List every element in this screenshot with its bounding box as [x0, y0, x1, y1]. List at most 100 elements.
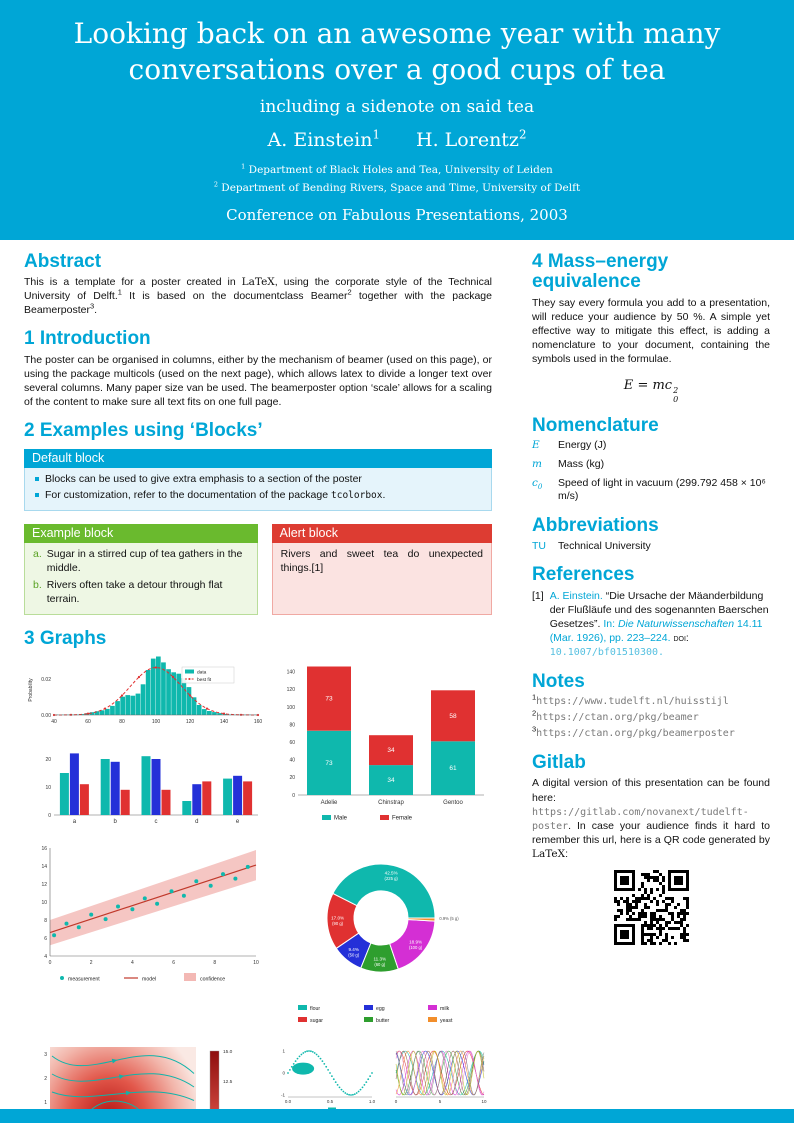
svg-text:5: 5 [439, 1099, 442, 1104]
poster-body: Abstract This is a template for a poster… [0, 240, 794, 1123]
default-block-item-2: For customization, refer to the document… [33, 489, 483, 503]
svg-text:2: 2 [90, 960, 93, 966]
svg-text:17.0%: 17.0% [331, 916, 344, 921]
author-1: A. Einstein1 [267, 127, 380, 151]
nomenclature-heading: Nomenclature [532, 414, 659, 436]
svg-text:egg: egg [376, 1006, 385, 1012]
svg-text:Gentoo: Gentoo [443, 800, 463, 806]
svg-text:measurement: measurement [68, 977, 100, 983]
doi-link[interactable]: 10.1007/bf01510300. [549, 647, 665, 659]
note-url-2[interactable]: https://ctan.org/pkg/beamer [536, 712, 699, 724]
section-notes: Notes 1https://www.tudelft.nl/huisstijl … [532, 670, 770, 741]
note-url-1[interactable]: https://www.tudelft.nl/huisstijl [536, 696, 729, 708]
svg-text:Female: Female [392, 816, 413, 822]
chart-regression: 0 2 4 6 8 10 4 6 8 10 12 14 16 measurement model confid… [24, 842, 264, 1035]
svg-text:0: 0 [395, 1099, 398, 1104]
notes-heading: Notes [532, 670, 585, 692]
chart-stacked-bars: 0 20 40 60 80 100 120 140 73 73 Adelie 34 34 Chinstra… [270, 655, 492, 838]
svg-text:(60 g): (60 g) [374, 962, 386, 967]
note-2: 2https://ctan.org/pkg/beamer [532, 708, 699, 724]
svg-text:120: 120 [287, 688, 296, 694]
svg-text:(50 g): (50 g) [348, 953, 360, 958]
section-abstract: Abstract This is a template for a poster… [24, 251, 493, 318]
svg-text:16: 16 [41, 846, 47, 852]
section-references: References [1] A. Einstein. “Die Ursache… [532, 565, 770, 660]
gitlab-url[interactable]: https://gitlab.com/novanext/tudelft-post… [532, 806, 749, 832]
svg-text:34: 34 [387, 777, 395, 784]
mass-energy-text: They say every formula you add to a pres… [532, 296, 770, 366]
svg-text:14: 14 [41, 864, 47, 870]
svg-text:sugar: sugar [310, 1018, 323, 1024]
nomenclature-row-E: E Energy (J) [532, 439, 607, 452]
svg-text:0.5: 0.5 [327, 1099, 334, 1104]
note-1: 1https://www.tudelft.nl/huisstijl [532, 692, 729, 708]
nomenclature-row-m: m Mass (kg) [532, 458, 605, 471]
svg-text:1: 1 [44, 1100, 47, 1106]
svg-text:140: 140 [220, 719, 229, 725]
svg-text:1.0: 1.0 [369, 1099, 376, 1104]
section-graphs: 3 Graphs 0.00 0.02 40 60 80 100 120 140 160 Proba… [24, 628, 492, 1123]
introduction-heading: 1 Introduction [24, 328, 151, 350]
svg-text:100: 100 [287, 705, 296, 711]
alert-block-text: Rivers and sweet tea do unexpected thing… [271, 543, 492, 615]
svg-text:confidence: confidence [200, 977, 225, 983]
abbreviations-heading: Abbreviations [532, 514, 659, 536]
svg-text:73: 73 [325, 696, 333, 703]
svg-text:60: 60 [85, 719, 91, 725]
authors-line: A. Einstein1 H. Lorentz2 [24, 129, 770, 151]
svg-text:40: 40 [51, 719, 57, 725]
svg-text:9.4%: 9.4% [348, 947, 358, 952]
introduction-text: The poster can be organised in columns, … [24, 354, 492, 409]
svg-text:61: 61 [449, 766, 457, 773]
svg-text:d: d [195, 819, 198, 825]
default-block-item-1: Blocks can be used to give extra emphasi… [33, 473, 483, 487]
gitlab-heading: Gitlab [532, 751, 586, 773]
svg-text:12: 12 [41, 882, 47, 888]
svg-text:model: model [142, 977, 156, 983]
svg-text:Male: Male [334, 816, 348, 822]
chart-hist-bars: 0.00 0.02 40 60 80 100 120 140 160 Probability dat… [24, 655, 264, 838]
charts-grid: 0.00 0.02 40 60 80 100 120 140 160 Probability dat… [24, 655, 492, 1123]
svg-text:11.3%: 11.3% [373, 957, 386, 962]
svg-text:80: 80 [289, 723, 295, 729]
svg-text:12.5: 12.5 [223, 1079, 233, 1085]
svg-text:milk: milk [440, 1006, 450, 1012]
svg-text:18.9%: 18.9% [409, 940, 422, 945]
section-gitlab: Gitlab A digital version of this present… [532, 751, 770, 946]
svg-text:120: 120 [186, 719, 195, 725]
example-block: Example block a. Sugar in a stirred cup o… [24, 524, 258, 616]
reference-1: [1] A. Einstein. “Die Ursache der Mäande… [532, 589, 769, 659]
svg-text:c: c [155, 819, 158, 825]
default-block-title: Default block [24, 448, 492, 468]
svg-text:0: 0 [292, 793, 295, 799]
svg-text:a: a [73, 819, 77, 825]
svg-text:yeast: yeast [440, 1018, 453, 1024]
svg-text:140: 140 [287, 670, 296, 676]
svg-text:8: 8 [213, 960, 216, 966]
svg-text:-1: -1 [281, 1093, 285, 1098]
blocks-row: Example block a. Sugar in a stirred cup o… [24, 524, 492, 616]
conference-line: Conference on Fabulous Presentations, 20… [226, 205, 568, 224]
svg-text:0.0: 0.0 [285, 1099, 292, 1104]
svg-text:b: b [114, 819, 118, 825]
poster-header: Looking back on an awesome year with man… [0, 0, 794, 240]
abbreviation-row-TU: TU Technical University [532, 539, 651, 552]
svg-text:0.02: 0.02 [41, 678, 51, 684]
svg-text:3: 3 [44, 1052, 47, 1058]
note-url-3[interactable]: https://ctan.org/pkg/beamerposter [536, 728, 735, 740]
svg-text:(100 g): (100 g) [409, 945, 423, 950]
svg-text:Probability: Probability [28, 678, 34, 702]
svg-text:Chinstrap: Chinstrap [378, 800, 404, 806]
svg-text:0.9% (5 g): 0.9% (5 g) [439, 916, 459, 921]
qr-code [613, 870, 689, 946]
svg-text:flour: flour [310, 1006, 320, 1012]
abstract-text: This is a template for a poster created … [24, 276, 493, 317]
svg-text:10: 10 [481, 1099, 487, 1104]
blocks-heading: 2 Examples using ‘Blocks’ [24, 420, 263, 442]
section-abbreviations: Abbreviations TU Technical University [532, 514, 770, 553]
svg-text:0: 0 [49, 960, 52, 966]
svg-text:4: 4 [131, 960, 134, 966]
svg-text:100: 100 [152, 719, 161, 725]
svg-text:data: data [197, 670, 207, 676]
